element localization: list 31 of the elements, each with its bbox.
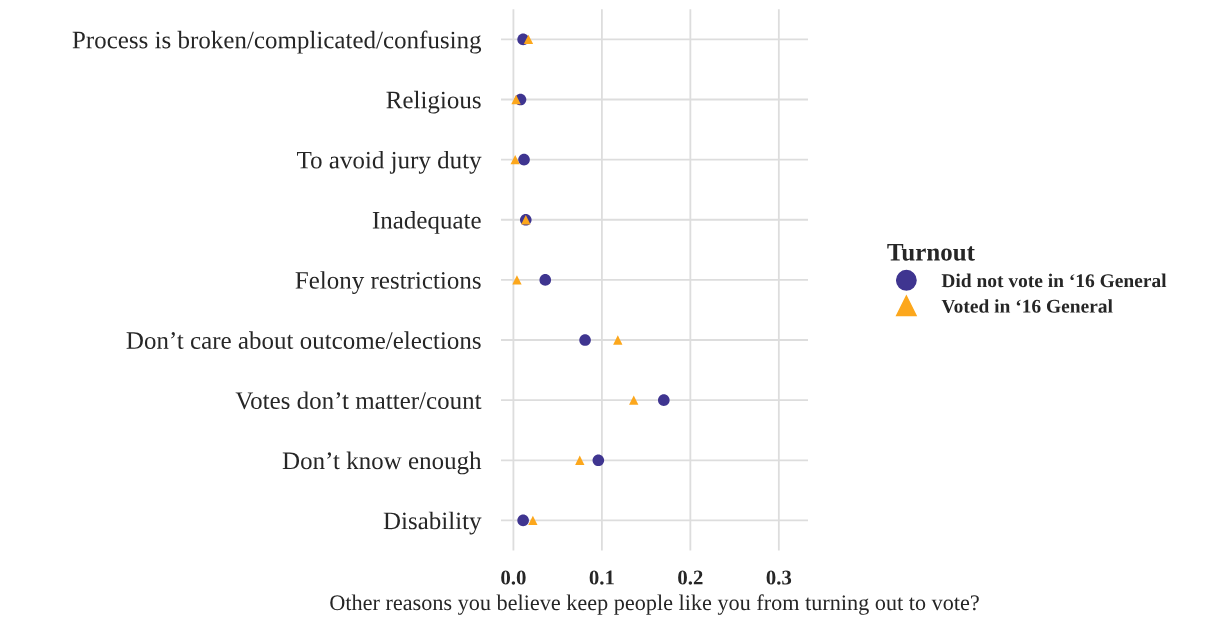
y-tick-label: Process is broken/complicated/confusing [72, 30, 482, 54]
x-tick-label: 0.1 [589, 570, 614, 585]
y-tick-label: Religious [386, 90, 481, 114]
x-tick-label: 0.3 [766, 570, 792, 585]
y-tick-label: Felony restrictions [295, 271, 481, 294]
point [539, 274, 552, 286]
y-tick-label: Votes don’t matter/count [235, 391, 482, 410]
y-tick-label: Don’t know enough [282, 451, 482, 475]
legend-label: Did not vote in ‘16 General [941, 273, 1167, 288]
y-tick-label: Don’t care about outcome/elections [126, 331, 481, 349]
point [517, 514, 529, 527]
point [511, 94, 521, 105]
y-tick-label: Inadequate [372, 211, 481, 234]
x-tick-label: 0.0 [501, 570, 526, 585]
point [518, 153, 530, 166]
point [512, 275, 522, 285]
point [575, 455, 585, 465]
point [592, 454, 605, 467]
legend-title: Turnout [887, 244, 975, 261]
point [579, 334, 591, 346]
x-axis-title: Other reasons you believe keep people like you from turning out to vote? [330, 594, 979, 615]
point [528, 515, 538, 526]
y-tick-label: To avoid jury duty [297, 150, 482, 174]
x-tick-label: 0.2 [678, 570, 703, 585]
point [629, 395, 639, 405]
point [613, 335, 623, 345]
y-tick-label: Disability [383, 511, 482, 535]
point [658, 394, 670, 406]
point [523, 34, 534, 45]
legend-label: Voted in ‘16 General [941, 299, 1113, 313]
point [510, 154, 520, 165]
